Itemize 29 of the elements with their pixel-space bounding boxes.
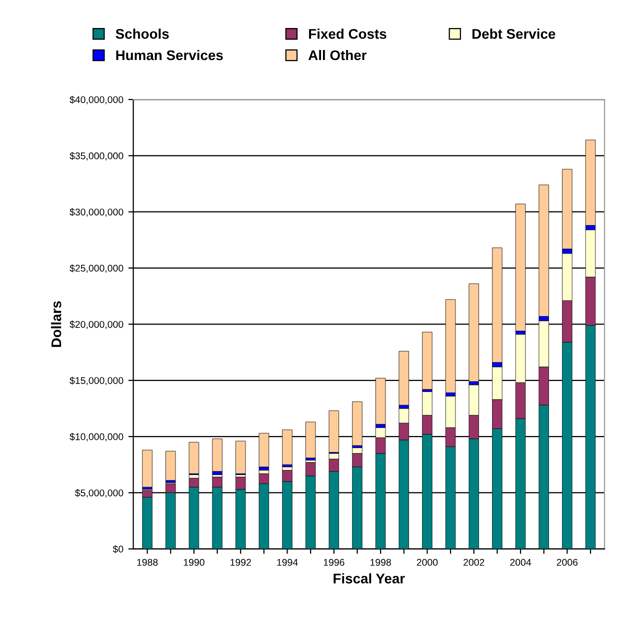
y-tick-label: $10,000,000: [70, 432, 124, 442]
x-tick-label: 2002: [464, 558, 484, 566]
x-tick-label: 2000: [416, 558, 438, 566]
x-tick-label: 1996: [324, 558, 344, 566]
x-axis-title: Fiscal Year: [334, 573, 405, 584]
x-tick-label: 1994: [277, 558, 298, 566]
x-tick-label: 1992: [230, 558, 251, 566]
x-tick-label: 1998: [370, 558, 391, 566]
legend-label: All Other: [308, 50, 367, 60]
y-axis-title: Dollars: [51, 301, 62, 347]
x-tick-label: 1990: [184, 558, 204, 566]
bar: [235, 440, 246, 474]
y-tick-label: $25,000,000: [70, 264, 124, 273]
bar: [142, 450, 152, 488]
legend-label: Debt Service: [472, 28, 556, 39]
bar: [166, 450, 176, 481]
legend-label: Fixed Costs: [309, 28, 386, 39]
y-tick-label: $15,000,000: [70, 376, 124, 386]
legend-label: Schools: [116, 28, 169, 39]
y-tick-label: $30,000,000: [70, 208, 124, 217]
x-tick-label: 2004: [510, 558, 532, 566]
y-tick-label: $5,000,000: [75, 489, 124, 498]
y-tick-label: $35,000,000: [70, 152, 124, 160]
y-tick-label: $0: [112, 545, 124, 554]
x-tick-label: 2006: [556, 558, 578, 566]
y-tick-label: $40,000,000: [70, 96, 124, 104]
x-tick-label: 1988: [137, 558, 158, 566]
y-tick-label: $20,000,000: [70, 320, 124, 329]
legend-label: Human Services: [116, 50, 223, 60]
